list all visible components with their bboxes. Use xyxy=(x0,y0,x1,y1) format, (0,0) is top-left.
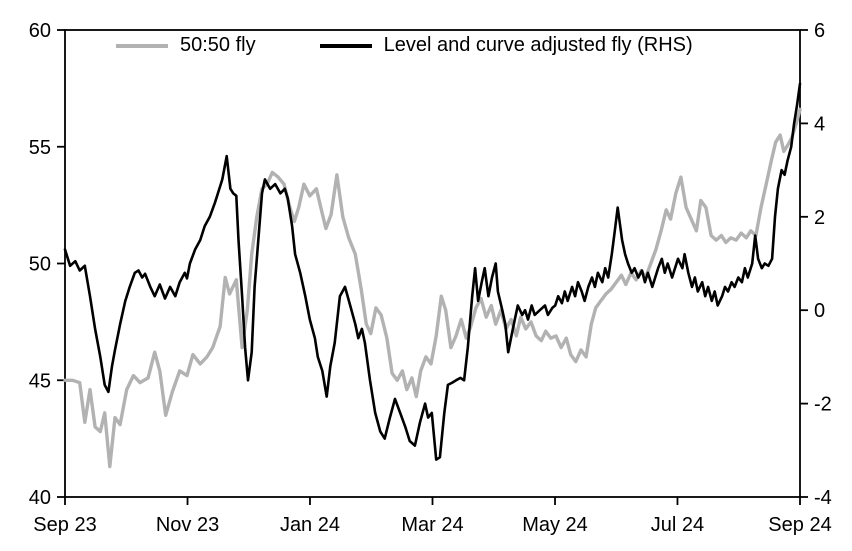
right-axis-tick-label: 4 xyxy=(814,113,825,135)
left-axis-tick-label: 40 xyxy=(29,487,51,509)
right-axis-tick-label: -2 xyxy=(814,394,832,416)
left-axis-tick-label: 50 xyxy=(29,254,51,276)
x-axis-tick-label: Jul 24 xyxy=(651,514,704,536)
x-axis-tick-label: Nov 23 xyxy=(156,514,219,536)
x-axis-tick-label: Sep 24 xyxy=(768,514,831,536)
legend: 50:50 fly Level and curve adjusted fly (… xyxy=(116,34,693,57)
x-axis-tick-label: Mar 24 xyxy=(401,514,463,536)
x-axis-tick-label: Jan 24 xyxy=(280,514,340,536)
right-axis-tick-label: -4 xyxy=(814,487,832,509)
series-line-0 xyxy=(63,107,802,469)
legend-item-0: 50:50 fly xyxy=(116,34,256,57)
right-axis-tick-label: 0 xyxy=(814,300,825,322)
right-axis-tick-label: 2 xyxy=(814,207,825,229)
x-axis-tick-label: May 24 xyxy=(522,514,588,536)
x-axis-tick-label: Sep 23 xyxy=(33,514,96,536)
right-axis-tick-label: 6 xyxy=(814,20,825,42)
legend-swatch-0 xyxy=(116,43,168,48)
left-axis-tick-label: 45 xyxy=(29,370,51,392)
legend-label-0: 50:50 fly xyxy=(180,34,256,56)
legend-item-1: Level and curve adjusted fly (RHS) xyxy=(319,34,693,57)
left-axis-tick-label: 60 xyxy=(29,20,51,42)
series-line-1 xyxy=(63,82,802,461)
legend-label-1: Level and curve adjusted fly (RHS) xyxy=(383,34,693,56)
legend-swatch-1 xyxy=(319,43,372,48)
left-axis-tick-label: 55 xyxy=(29,137,51,159)
